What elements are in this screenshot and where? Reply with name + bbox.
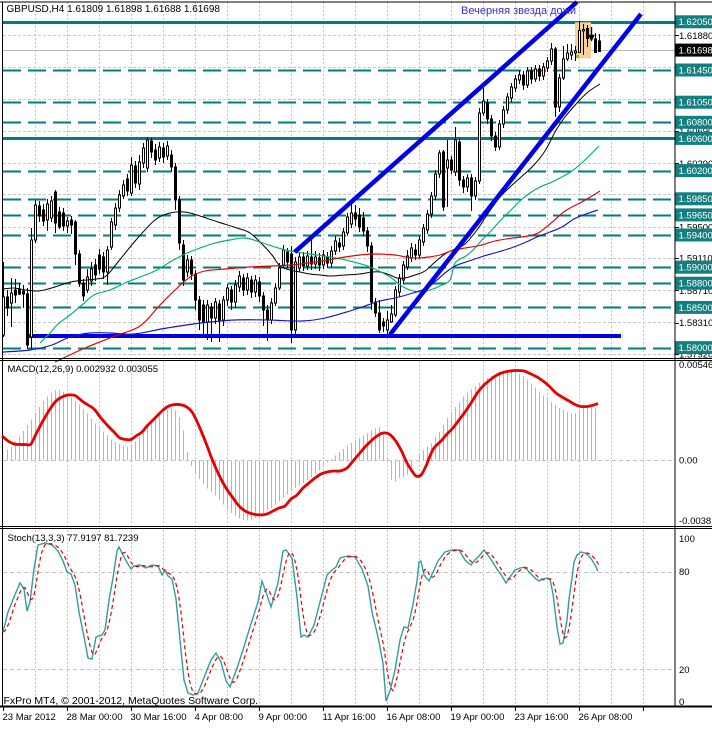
svg-text:16 Apr 08:00: 16 Apr 08:00 <box>387 712 441 723</box>
svg-text:1.58000: 1.58000 <box>679 343 712 354</box>
svg-text:11 Apr 16:00: 11 Apr 16:00 <box>323 712 376 723</box>
svg-text:23 Apr 16:00: 23 Apr 16:00 <box>515 712 569 723</box>
svg-text:20: 20 <box>679 665 690 676</box>
svg-text:1.58800: 1.58800 <box>679 279 712 290</box>
svg-text:30 Mar 16:00: 30 Mar 16:00 <box>131 712 187 723</box>
svg-text:1.61450: 1.61450 <box>679 65 712 76</box>
svg-text:1.59000: 1.59000 <box>679 263 712 274</box>
svg-text:9 Apr 00:00: 9 Apr 00:00 <box>259 712 308 723</box>
svg-text:1.59850: 1.59850 <box>679 194 712 205</box>
svg-text:1.60200: 1.60200 <box>679 166 712 177</box>
svg-text:28 Mar 00:00: 28 Mar 00:00 <box>67 712 123 723</box>
svg-text:MACD(12,26,9) 0.002932 0.00305: MACD(12,26,9) 0.002932 0.003055 <box>8 364 159 375</box>
svg-text:1.62050: 1.62050 <box>679 17 712 28</box>
svg-text:GBPUSD,H4 1.61809 1.61898 1.6: GBPUSD,H4 1.61809 1.61898 1.61688 1.6169… <box>7 4 221 15</box>
svg-text:1.59650: 1.59650 <box>679 210 712 221</box>
svg-text:1.58310: 1.58310 <box>679 318 712 329</box>
svg-text:80: 80 <box>679 567 690 578</box>
svg-text:1.61050: 1.61050 <box>679 98 712 109</box>
svg-text:0: 0 <box>679 697 684 708</box>
svg-text:1.61698: 1.61698 <box>679 45 712 56</box>
svg-text:4 Apr 08:00: 4 Apr 08:00 <box>195 712 244 723</box>
svg-text:Stoch(13,3,3) 77.9197 81.7239: Stoch(13,3,3) 77.9197 81.7239 <box>8 533 139 544</box>
svg-text:26 Apr 08:00: 26 Apr 08:00 <box>579 712 633 723</box>
svg-text:Вечерняя звезда дожи: Вечерняя звезда дожи <box>461 5 576 17</box>
svg-text:1.58500: 1.58500 <box>679 303 712 314</box>
svg-text:1.60800: 1.60800 <box>679 118 712 129</box>
svg-text:0.00: 0.00 <box>679 456 698 467</box>
svg-text:100: 100 <box>679 534 695 545</box>
svg-text:1.61880: 1.61880 <box>679 31 712 42</box>
svg-text:1.60600: 1.60600 <box>679 134 712 145</box>
svg-text:23 Mar 2012: 23 Mar 2012 <box>3 712 56 723</box>
svg-text:19 Apr 00:00: 19 Apr 00:00 <box>451 712 505 723</box>
svg-text:0.0054675: 0.0054675 <box>679 360 712 371</box>
svg-text:-0.0038175: -0.0038175 <box>679 516 712 527</box>
svg-text:FxPro MT4, © 2001-2012, MetaQu: FxPro MT4, © 2001-2012, MetaQuotes Softw… <box>4 695 259 707</box>
svg-text:1.59400: 1.59400 <box>679 230 712 241</box>
